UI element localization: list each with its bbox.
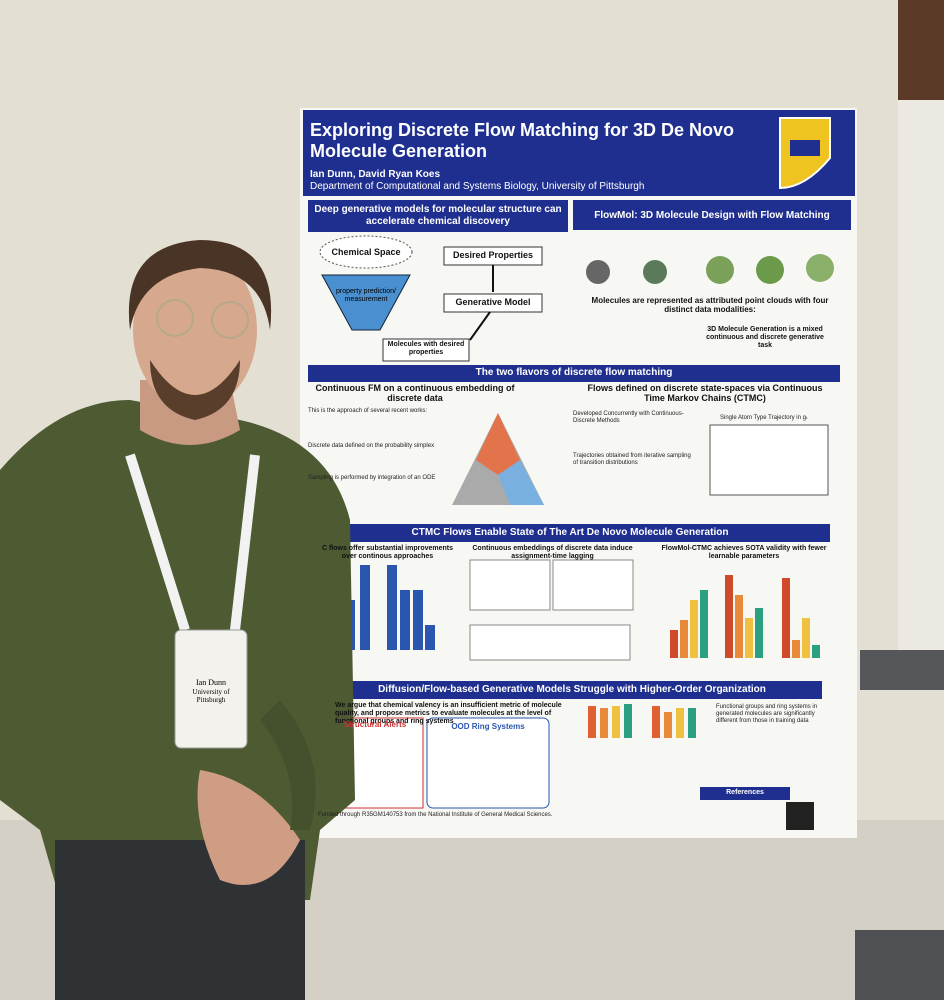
section-heading: The two flavors of discrete flow matchin… [475,367,673,378]
text: 3D Molecule Generation is a mixed contin… [706,326,824,350]
plot-title: Single Atom Type Trajectory in gₜ [720,415,808,421]
panel-title: Structural Alerts [343,720,407,729]
bar-chart [588,704,696,738]
arrow [469,311,491,341]
section-heading: Deep generative models for molecular str… [314,204,562,227]
text: Molecules are represented as attributed … [591,296,829,315]
poster-header [303,110,855,196]
crest-band [790,140,820,156]
section-header [700,787,790,800]
qr-code [786,802,814,830]
label: Desired Properties [452,250,534,260]
panel-title: OOD Ring Systems [451,722,525,731]
badge-name: Ian Dunn [196,678,226,687]
subheading: Continuous embeddings of discrete data i… [472,545,633,561]
rail [860,650,944,690]
rail [855,930,944,1000]
section-heading: FlowMol: 3D Molecule Design with Flow Ma… [594,210,830,221]
funding: Funded through R35GM140753 from the Nati… [318,812,553,818]
references-heading: References [726,789,764,796]
section-header [308,365,840,382]
box [382,338,470,362]
section-header [322,681,822,699]
molecules [586,254,834,284]
text: Functional groups and ring systems in ge… [716,704,818,724]
affiliation: Department of Computational and Systems … [310,181,645,192]
section-heading: CTMC Flows Enable State of The Art De No… [411,527,729,538]
bar-chart [670,575,820,658]
subheading: Continuous FM on a continuous embedding … [315,383,515,404]
simplex-region [476,413,520,475]
line-plots [469,559,634,661]
wall-panel [898,100,944,660]
person [0,240,355,1000]
authors: Ian Dunn, David Ryan Koes [310,169,441,180]
subheading: FlowMol-CTMC achieves SOTA validity with… [661,545,827,561]
box [443,293,543,313]
label: Chemical Space [331,247,401,257]
trajectory-plot [709,424,829,496]
section-heading: Diffusion/Flow-based Generative Models S… [378,684,766,695]
door-frame [898,0,944,100]
text: Sampling is performed by integration of … [308,475,436,481]
simplex-region [498,460,544,505]
label: Molecules with desired properties [387,341,465,357]
panel [426,717,550,809]
text: This is the approach of several recent w… [308,408,428,414]
label: property prediction/ measurement [336,288,396,304]
subheading: C flows offer substantial improvements o… [321,545,454,561]
cloud [319,235,413,269]
text: We argue that chemical valency is an ins… [335,702,562,726]
badge-affiliation: University of Pittsburgh [192,688,230,705]
text: Discrete data defined on the probability… [308,443,435,449]
label: Generative Model [455,297,531,307]
text: Developed Concurrently with Continuous-D… [573,411,684,424]
section-header [573,200,851,230]
section-header [308,200,568,232]
funnel [321,274,411,331]
poster-title: Exploring Discrete Flow Matching for 3D … [310,120,735,161]
subheading: Flows defined on discrete state-spaces v… [587,383,823,404]
section-header [310,524,830,542]
text: Trajectories obtained from iterative sam… [573,453,691,466]
